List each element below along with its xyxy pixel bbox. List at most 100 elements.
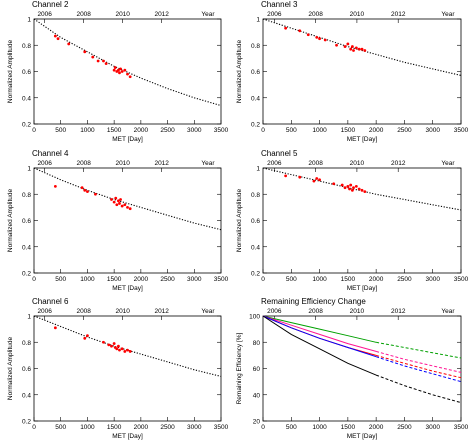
x-tick-label: 2000: [134, 424, 149, 431]
y-axis-label: Normalized Amplitude: [236, 189, 243, 253]
year-tick-label: 2006: [37, 11, 52, 18]
y-tick-label: 1: [27, 314, 31, 321]
year-tick-label: 2010: [115, 308, 130, 315]
x-tick-label: 2000: [369, 424, 384, 431]
data-point: [340, 183, 344, 187]
data-point: [102, 59, 105, 63]
data-point: [354, 184, 358, 188]
efficiency-line-1: [262, 315, 377, 343]
year-tick-label: 2008: [76, 160, 91, 167]
data-point: [284, 26, 288, 30]
data-point: [83, 188, 87, 192]
data-point: [67, 42, 71, 46]
year-tick-label: 2012: [391, 308, 406, 315]
data-point: [117, 199, 120, 203]
year-tick-label: 2006: [267, 11, 282, 18]
x-tick-label: 1500: [341, 424, 356, 431]
y-tick-label: 0.4: [22, 392, 31, 399]
data-point: [112, 200, 116, 204]
data-point: [352, 49, 355, 52]
data-point: [115, 347, 119, 351]
data-point: [112, 68, 116, 72]
x-tick-label: 1000: [312, 127, 327, 134]
year-tick-label: 2006: [267, 308, 282, 315]
x-tick-label: 3500: [214, 276, 229, 283]
data-point: [110, 344, 113, 348]
fit-curve: [262, 18, 462, 76]
data-point: [306, 33, 310, 37]
y-tick-label: 0.6: [251, 69, 260, 76]
x-tick-label: 1500: [341, 276, 356, 283]
year-tick-label: 2010: [350, 308, 365, 315]
data-point: [349, 47, 353, 51]
data-point: [343, 45, 347, 48]
data-point: [107, 343, 111, 347]
fit-curve: [33, 18, 222, 107]
chart-panel-1: Channel 2 2006 2008 2010 2012 Year 0 500 1000 150…: [7, 0, 229, 143]
data-point: [315, 177, 319, 180]
y-axis-label: Normalized Amplitude: [236, 40, 243, 104]
year-axis-label: Year: [441, 160, 455, 167]
x-tick-label: 0: [32, 424, 36, 431]
data-point: [80, 186, 84, 190]
x-tick-label: 3500: [454, 127, 469, 134]
data-point: [104, 62, 108, 66]
x-tick-label: 3000: [187, 127, 202, 134]
data-point: [120, 347, 124, 351]
x-tick-label: 3000: [187, 276, 202, 283]
x-tick-label: 1500: [107, 424, 122, 431]
data-point: [298, 175, 302, 179]
x-tick-label: 2000: [134, 276, 149, 283]
y-axis-label: Normalized Amplitude: [7, 189, 14, 253]
x-axis-label: MET [Day]: [112, 433, 143, 440]
data-point: [123, 203, 127, 207]
chart-title: Channel 2: [32, 0, 69, 9]
x-tick-label: 3500: [214, 127, 229, 134]
data-point: [123, 350, 127, 353]
data-point: [56, 37, 60, 41]
efficiency-line-4: [262, 315, 377, 358]
x-tick-label: 2500: [397, 276, 412, 283]
data-point: [119, 198, 122, 201]
y-tick-label: 0.8: [22, 340, 31, 347]
year-tick-label: 2008: [76, 11, 91, 18]
y-tick-label: 1: [256, 166, 260, 173]
y-tick-label: 100: [249, 314, 260, 321]
data-point: [360, 47, 364, 51]
y-tick-label: 0.2: [251, 271, 260, 278]
data-point: [332, 182, 336, 186]
data-point: [343, 186, 347, 190]
data-point: [346, 184, 350, 188]
data-point: [117, 344, 120, 348]
x-tick-label: 0: [261, 424, 265, 431]
y-tick-label: 0.4: [251, 244, 260, 251]
year-tick-label: 2008: [308, 160, 323, 167]
year-tick-label: 2010: [115, 160, 130, 167]
x-tick-label: 2500: [397, 424, 412, 431]
data-point: [96, 59, 100, 63]
x-axis-label: MET [Day]: [347, 285, 378, 292]
plot-frame: [33, 167, 222, 274]
y-tick-label: 0.6: [22, 218, 31, 225]
data-point: [354, 46, 358, 50]
data-point: [83, 336, 87, 340]
data-point: [298, 29, 302, 33]
y-tick-label: 0.2: [22, 122, 31, 129]
efficiency-line-extrapolated-1: [376, 341, 462, 359]
year-tick-label: 2008: [308, 11, 323, 18]
plot-frame: [262, 315, 462, 422]
y-tick-label: 1: [256, 17, 260, 24]
y-tick-label: 0.4: [22, 95, 31, 102]
y-tick-label: 0.8: [22, 43, 31, 50]
year-tick-label: 2012: [154, 11, 169, 18]
y-tick-label: 0.8: [22, 192, 31, 199]
efficiency-line-5: [262, 315, 377, 376]
efficiency-line-extrapolated-4: [375, 356, 462, 383]
x-axis-label: MET [Day]: [347, 433, 378, 440]
chart-title: Channel 4: [32, 149, 69, 158]
data-point: [323, 38, 327, 42]
y-tick-label: 0.2: [22, 419, 31, 426]
data-point: [350, 45, 354, 48]
fit-curve: [33, 315, 222, 377]
